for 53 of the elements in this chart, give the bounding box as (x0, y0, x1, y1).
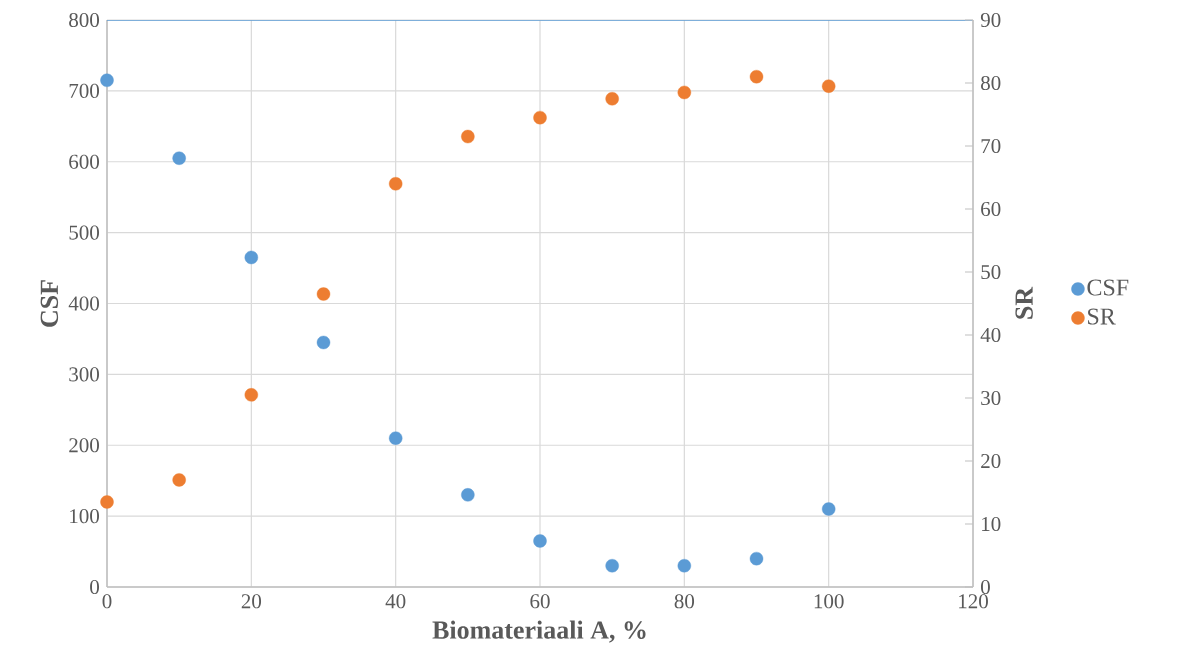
point (388, 431, 403, 445)
point (100, 495, 114, 509)
point (461, 129, 475, 144)
y2-tick-label: 20 (981, 453, 1001, 469)
y2-tick-label: 50 (981, 264, 1001, 280)
point (533, 110, 547, 125)
y-axis-title: CSF (40, 280, 59, 327)
y2-tick-label: 80 (981, 75, 1001, 91)
x-tick-label: 60 (530, 594, 550, 609)
y-tick-label: 600 (69, 154, 99, 169)
y2-tick-label: 90 (980, 12, 1001, 28)
x-tick-label: 20 (241, 594, 262, 609)
point (100, 73, 114, 87)
y-tick-label: 700 (69, 83, 99, 98)
point (605, 92, 619, 106)
legend-label: CSF (1087, 279, 1129, 296)
y2-tick-label: 0 (981, 579, 990, 595)
point (677, 85, 692, 100)
point (821, 79, 836, 93)
point (749, 70, 764, 84)
point (172, 151, 186, 165)
y-tick-label: 200 (69, 438, 99, 453)
x-axis-title: Biomateriaali A, % (432, 620, 646, 643)
y2-tick-label: 60 (981, 201, 1001, 217)
y-tick-label: 0 (90, 579, 99, 595)
y-tick-label: 500 (69, 225, 99, 240)
x-tick-label: 120 (959, 594, 988, 609)
y-tick-label: 100 (70, 509, 99, 524)
y2-tick-label: 30 (981, 390, 1001, 406)
point (172, 473, 186, 487)
legend-label: SR (1088, 308, 1116, 325)
point (388, 177, 403, 191)
point (244, 250, 259, 265)
x-tick-label: 0 (102, 594, 112, 609)
y2-tick-label: 40 (980, 327, 1001, 343)
point (749, 551, 764, 566)
point (316, 287, 331, 301)
y-tick-label: 400 (68, 296, 99, 311)
y2-tick-label: 10 (982, 516, 1001, 532)
y-tick-label: 800 (69, 12, 99, 28)
point (316, 335, 331, 350)
x-tick-label: 80 (674, 594, 695, 609)
point (533, 534, 547, 548)
point (244, 388, 259, 402)
y2-tick-label: 70 (981, 138, 1001, 154)
point (461, 488, 475, 502)
y-tick-label: 300 (69, 367, 99, 382)
y2-axis-title: SR (1015, 286, 1033, 319)
point (821, 502, 836, 516)
point (605, 559, 619, 573)
x-tick-label: 40 (385, 594, 406, 609)
x-tick-label: 100 (814, 594, 844, 609)
point (677, 559, 692, 573)
